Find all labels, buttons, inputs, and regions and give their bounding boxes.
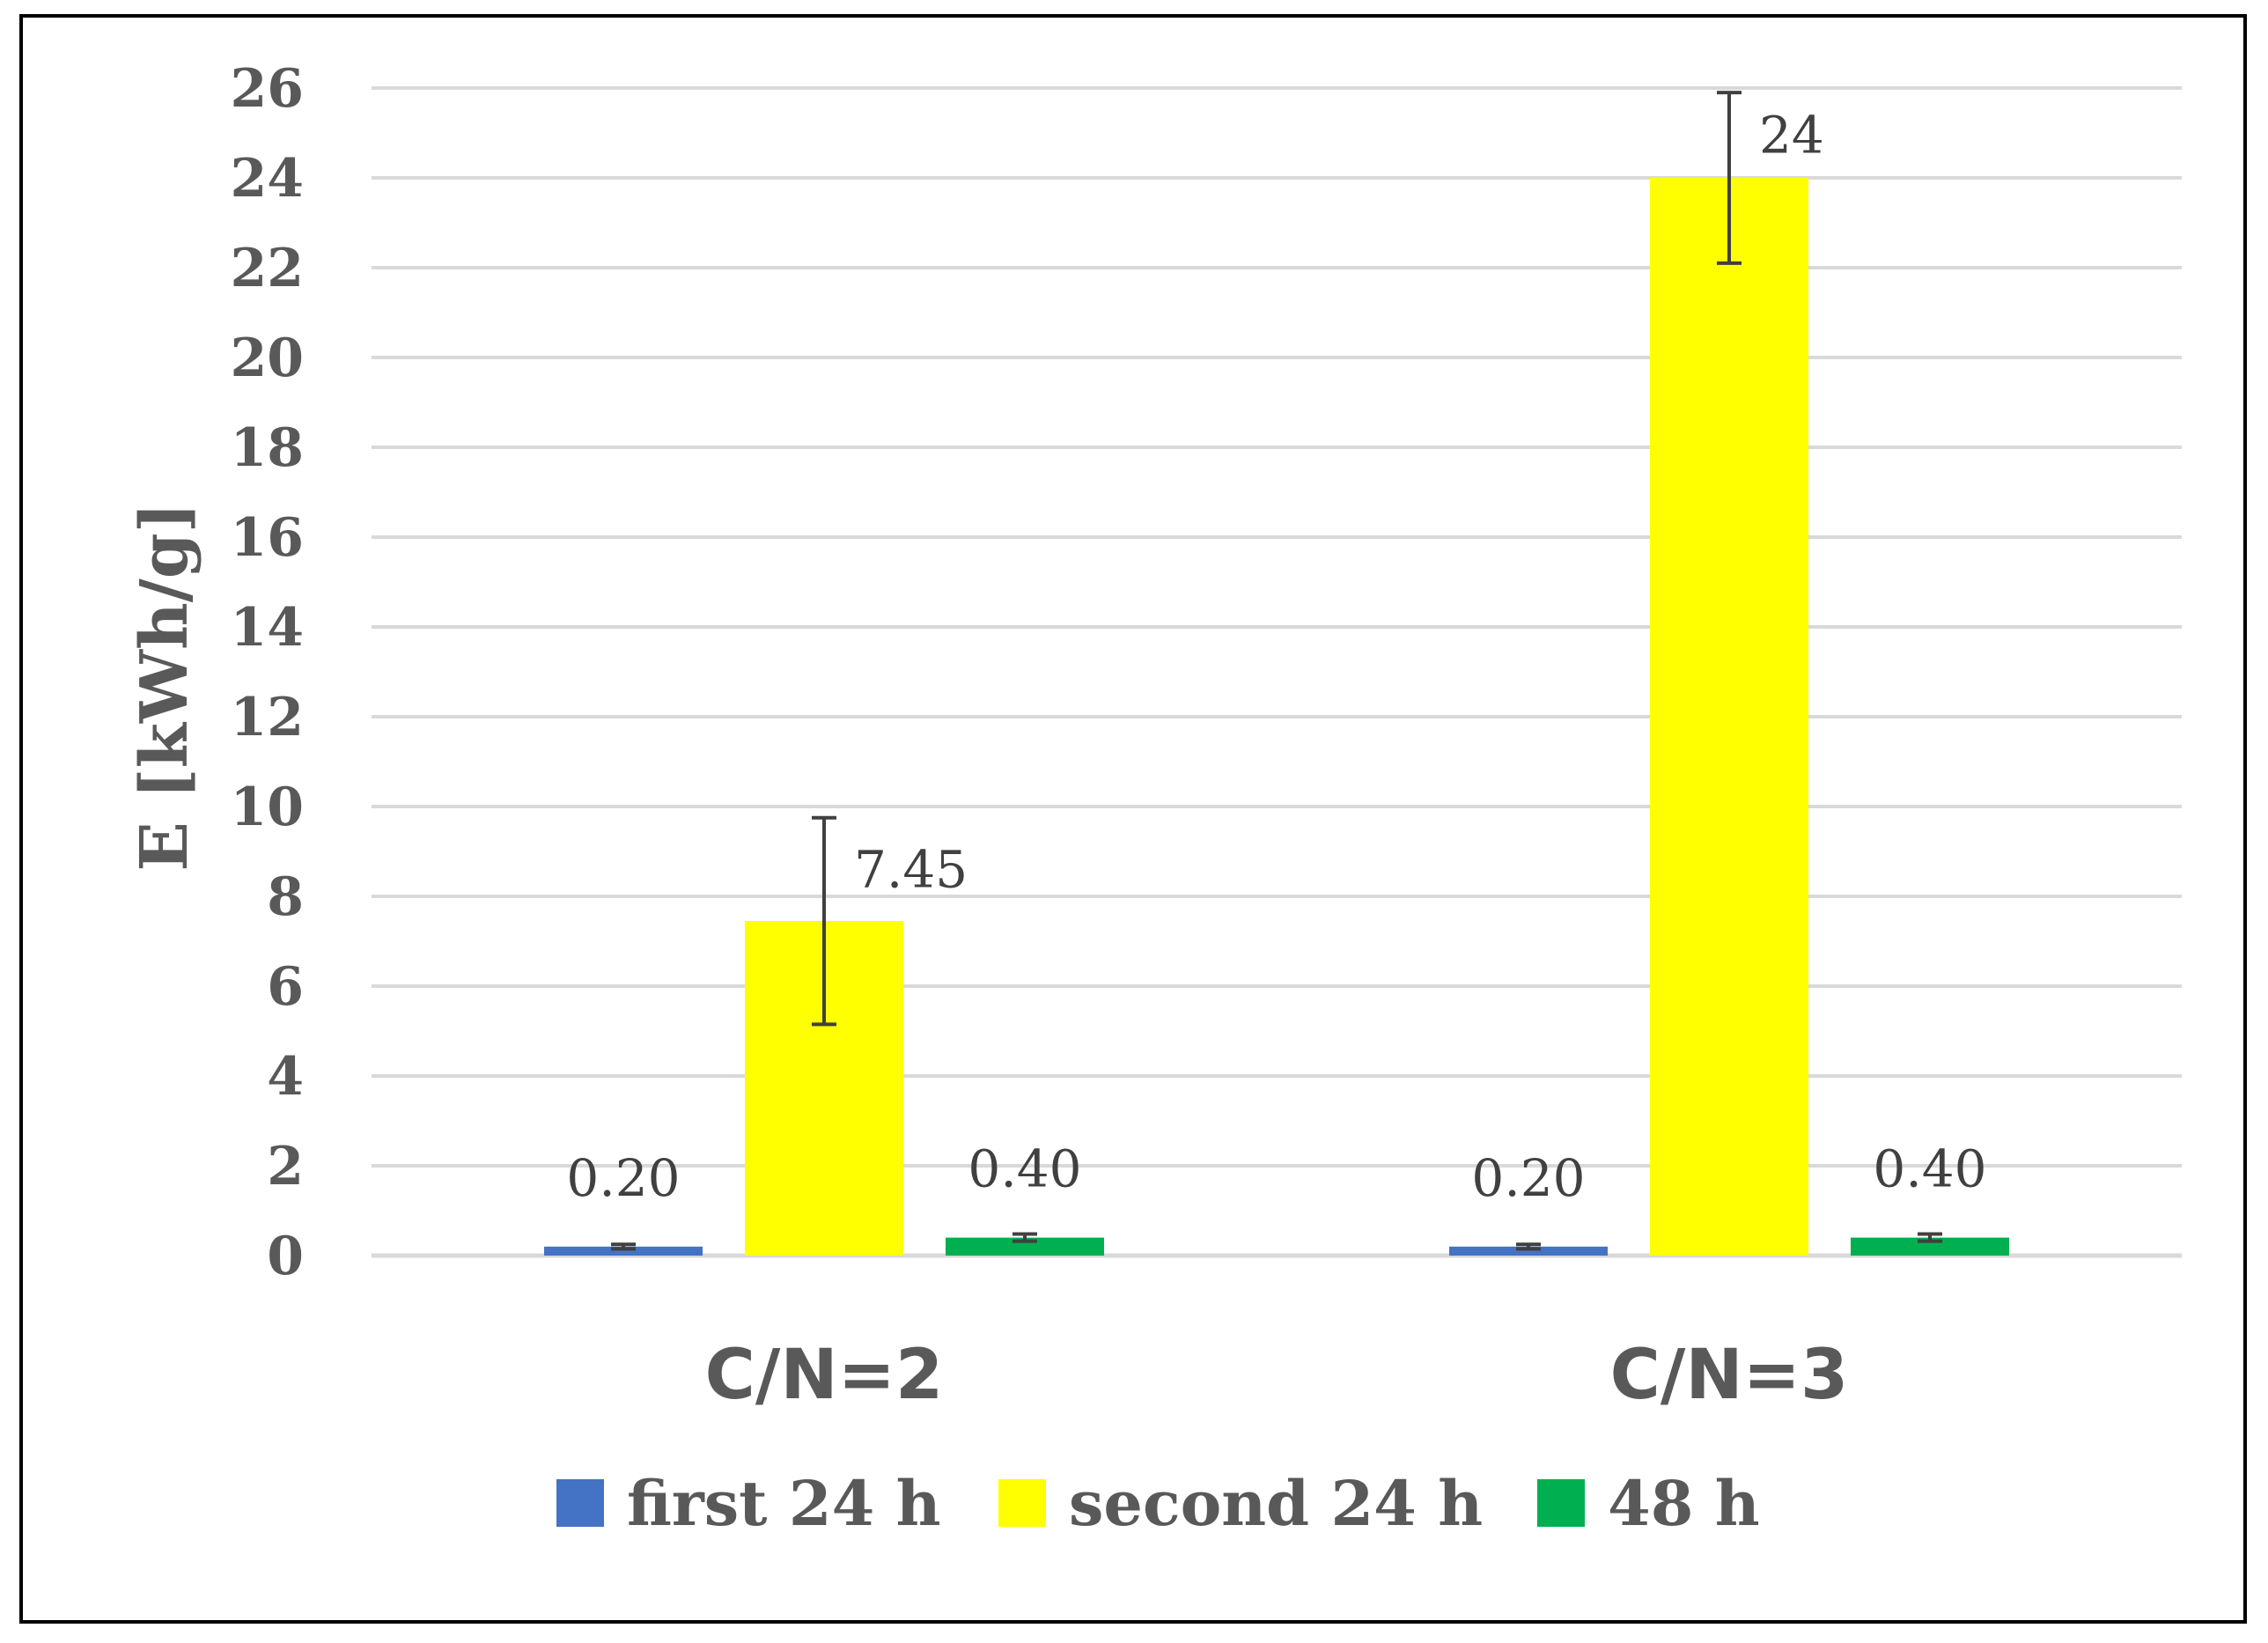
bar: [1851, 1237, 2009, 1256]
y-tick-label: 6: [267, 956, 304, 1018]
legend-label: second 24 h: [1069, 1467, 1483, 1540]
category-label: C/N=3: [1610, 1336, 1849, 1415]
data-label: 0.40: [1873, 1139, 1986, 1199]
y-tick-label: 14: [231, 597, 305, 659]
category-label: C/N=2: [705, 1336, 944, 1415]
y-tick-label: 22: [231, 238, 305, 299]
y-tick-label: 2: [267, 1136, 304, 1197]
y-axis-label: E [kWh/g]: [127, 502, 202, 871]
y-tick-label: 12: [231, 687, 305, 748]
bars: 0.20 7.45 0.40 0.20 24 0.40: [544, 91, 2009, 1256]
y-tick-label: 0: [267, 1226, 304, 1287]
legend-label: 48 h: [1608, 1467, 1760, 1540]
legend: first 24 h second 24 h 48 h: [556, 1467, 1760, 1540]
legend-swatch: [998, 1479, 1046, 1527]
legend-label: first 24 h: [627, 1467, 941, 1540]
bar: [946, 1237, 1104, 1256]
category-labels: C/N=2 C/N=3: [705, 1336, 1849, 1415]
data-label: 0.20: [566, 1148, 680, 1208]
y-tick-label: 8: [267, 866, 304, 928]
y-tick-label: 10: [231, 777, 305, 838]
y-tick-label: 4: [267, 1046, 304, 1108]
y-tick-label: 16: [231, 507, 305, 569]
legend-swatch: [556, 1479, 604, 1527]
data-label: 7.45: [854, 839, 968, 899]
y-tick-label: 24: [231, 148, 305, 210]
bar: [544, 1246, 703, 1256]
y-tick-label: 26: [231, 58, 305, 120]
bar: [1449, 1246, 1608, 1256]
y-tick-label: 20: [231, 328, 305, 389]
data-label: 0.20: [1471, 1148, 1585, 1208]
gridlines: [372, 86, 2182, 1258]
bar: [1650, 178, 1808, 1256]
data-label: 24: [1759, 106, 1824, 166]
data-label: 0.40: [968, 1139, 1081, 1199]
chart-frame: [19, 14, 2247, 1624]
legend-swatch: [1537, 1479, 1585, 1527]
y-tick-label: 18: [231, 417, 305, 479]
